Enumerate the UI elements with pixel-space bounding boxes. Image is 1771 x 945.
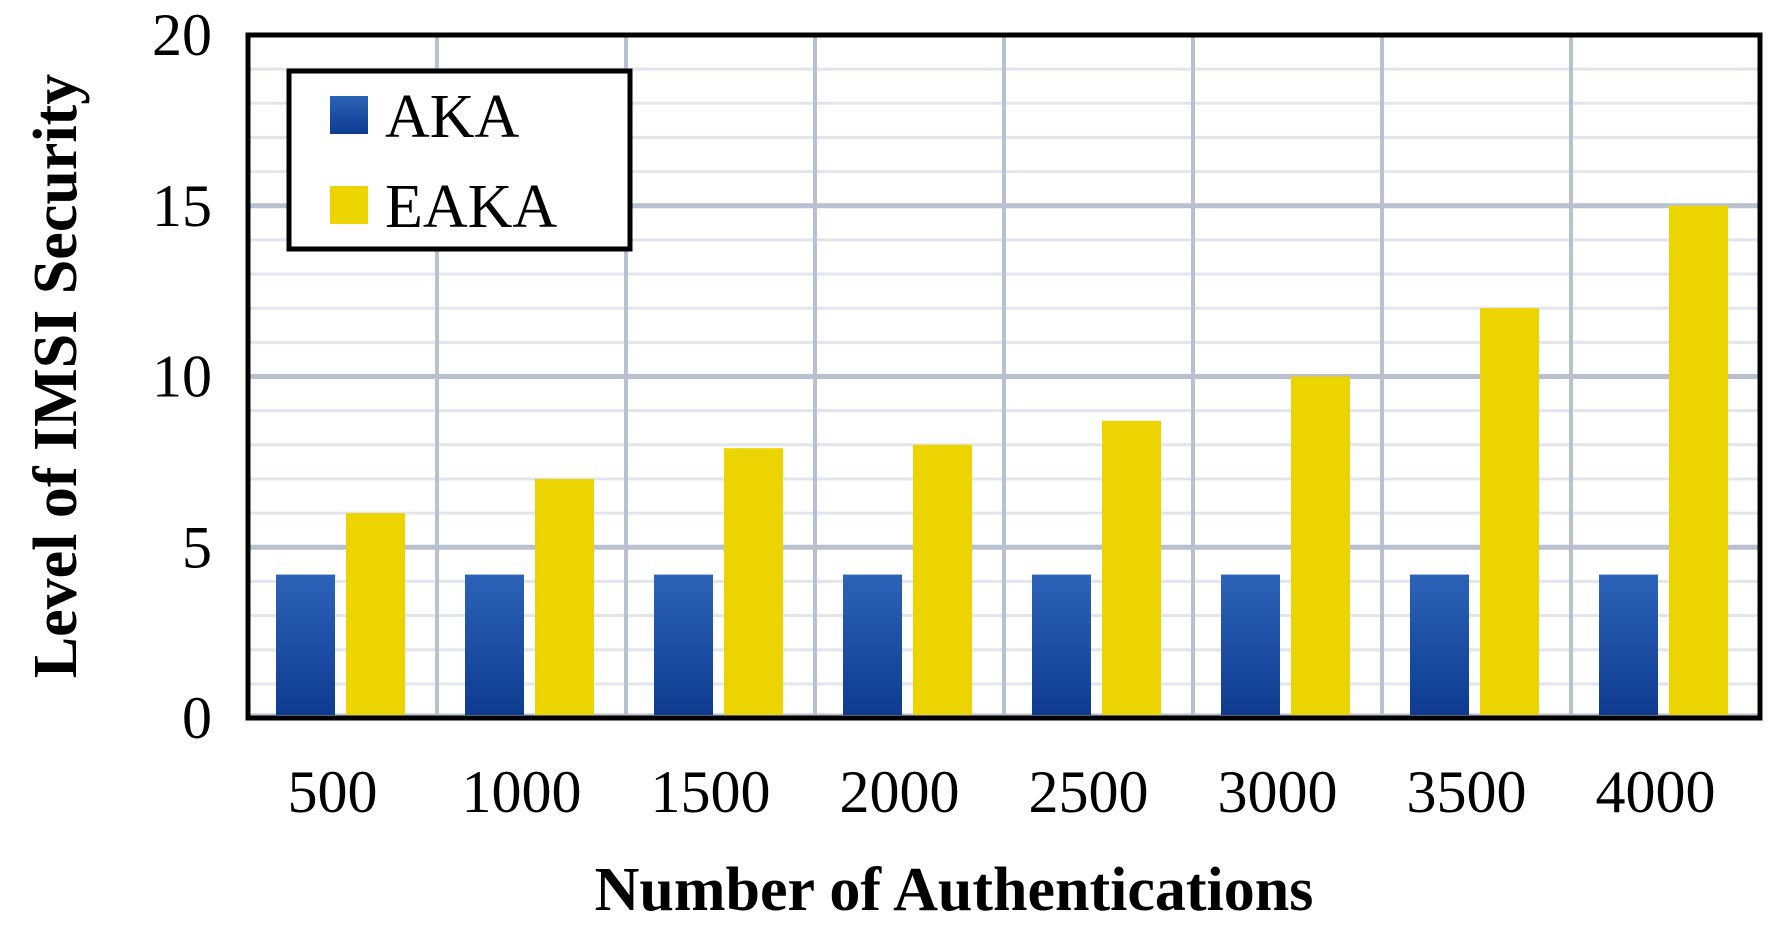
y-tick-label: 15 [152,173,212,239]
legend-swatch-eaka [330,186,368,224]
x-tick-label: 4000 [1596,759,1716,825]
plot-border [245,32,1763,721]
bar-aka-3500 [1410,574,1469,715]
bar-aka-2000 [843,574,902,715]
bar-eaka-2000 [913,444,972,715]
bar-eaka-500 [346,513,405,715]
y-tick-labels: 0 5 10 15 20 [152,2,212,751]
legend-label-eaka: EAKA [385,173,557,241]
bar-aka-1000 [465,574,524,715]
bar-eaka-3000 [1291,376,1350,715]
legend: AKA EAKA [286,68,633,252]
bar-aka-4000 [1599,574,1658,715]
bar-eaka-1500 [724,448,783,715]
legend-label-aka: AKA [385,83,520,151]
bar-eaka-2500 [1102,420,1161,715]
bar-eaka-1000 [535,478,594,715]
x-tick-label: 500 [288,759,378,825]
bar-eaka-3500 [1480,308,1539,715]
legend-swatch-aka [330,96,368,134]
y-tick-label: 20 [152,2,212,68]
x-tick-label: 2000 [840,759,960,825]
x-tick-label: 1000 [462,759,582,825]
x-tick-label: 3500 [1407,759,1527,825]
bar-aka-3000 [1221,574,1280,715]
y-axis-title: Level of IMSI Security [22,74,90,678]
x-axis-title: Number of Authentications [595,856,1314,924]
x-tick-label: 1500 [651,759,771,825]
bar-aka-1500 [654,574,713,715]
x-tick-label: 2500 [1029,759,1149,825]
x-tick-labels: 500 1000 1500 2000 2500 3000 3500 4000 [288,759,1716,825]
bar-aka-500 [276,574,335,715]
bar-aka-2500 [1032,574,1091,715]
y-tick-label: 10 [152,344,212,410]
y-tick-label: 0 [182,685,212,751]
x-tick-label: 3000 [1218,759,1338,825]
bars [276,205,1728,715]
bar-eaka-4000 [1669,205,1728,715]
y-tick-label: 5 [182,514,212,580]
